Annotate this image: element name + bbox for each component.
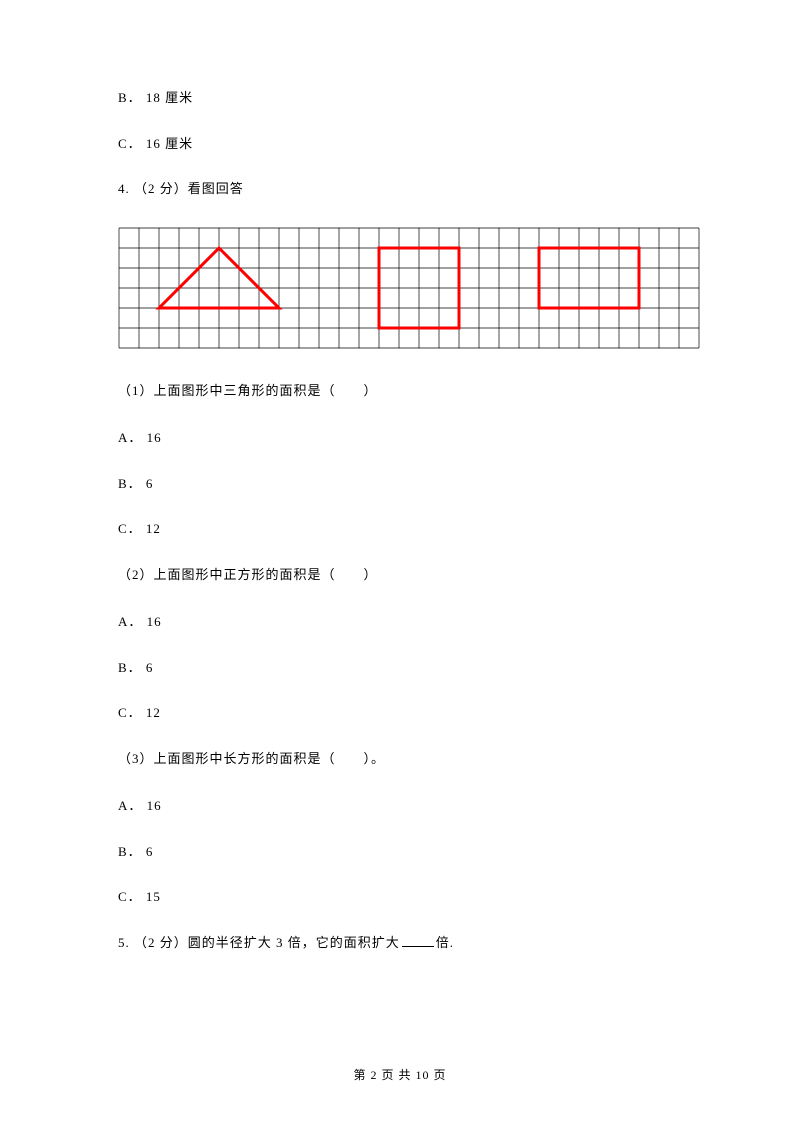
sub3-opt-c: C． 15 — [118, 887, 682, 907]
sub3-opt-b: B． 6 — [118, 842, 682, 862]
q5-stem: 5. （2 分）圆的半径扩大 3 倍，它的面积扩大 倍. — [118, 933, 682, 953]
sub2-opt-c: C． 12 — [118, 703, 682, 723]
sub3-opt-a: A． 16 — [118, 796, 682, 816]
sub1-opt-c: C． 12 — [118, 519, 682, 539]
q5-blank[interactable] — [402, 933, 434, 947]
sub1-opt-a: A． 16 — [118, 428, 682, 448]
sub2-opt-a: A． 16 — [118, 612, 682, 632]
page-footer: 第 2 页 共 10 页 — [0, 1066, 800, 1084]
q5-before: 5. （2 分）圆的半径扩大 3 倍，它的面积扩大 — [118, 935, 400, 950]
sub1-stem: （1）上面图形中三角形的面积是（ ） — [118, 381, 682, 401]
prev-option-c: C． 16 厘米 — [118, 134, 682, 154]
grid-diagram — [118, 227, 700, 349]
sub2-opt-b: B． 6 — [118, 658, 682, 678]
prev-option-b: B． 18 厘米 — [118, 88, 682, 108]
q5-after: 倍. — [436, 935, 454, 950]
sub2-stem: （2）上面图形中正方形的面积是（ ） — [118, 565, 682, 585]
sub1-opt-b: B． 6 — [118, 474, 682, 494]
q4-stem: 4. （2 分）看图回答 — [118, 179, 682, 199]
q4-figure — [118, 227, 718, 349]
sub3-stem: （3）上面图形中长方形的面积是（ ）。 — [118, 749, 682, 769]
